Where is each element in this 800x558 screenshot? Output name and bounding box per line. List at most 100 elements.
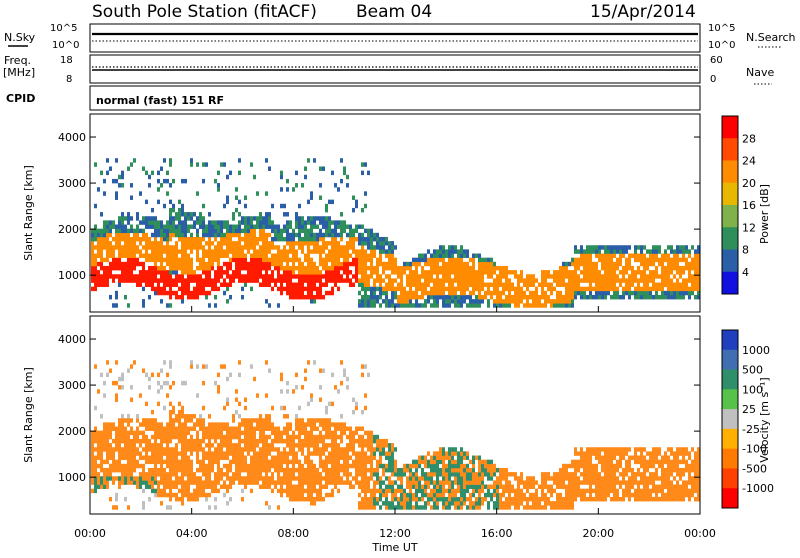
power-echo-cell [406, 303, 409, 307]
velocity-echo-cell [436, 501, 439, 505]
power-echo-cell [598, 283, 601, 287]
velocity-echo-cell [160, 501, 163, 505]
velocity-echo-cell [418, 456, 421, 460]
power-echo-cell [259, 258, 262, 262]
velocity-echo-cell [199, 476, 202, 480]
power-echo-cell [211, 225, 214, 229]
power-echo-cell [211, 266, 214, 270]
power-echo-cell [661, 291, 664, 295]
power-echo-cell [148, 183, 151, 187]
velocity-echo-cell [376, 435, 379, 439]
velocity-echo-cell [217, 431, 220, 435]
velocity-echo-cell [130, 439, 133, 443]
power-echo-cell [223, 270, 226, 274]
power-echo-cell [202, 254, 205, 258]
power-echo-cell [610, 249, 613, 253]
velocity-echo-cell [292, 451, 295, 455]
velocity-echo-cell [376, 468, 379, 472]
velocity-echo-cell [256, 472, 259, 476]
velocity-echo-cell [274, 435, 277, 439]
power-echo-cell [649, 249, 652, 253]
velocity-echo-cell [466, 480, 469, 484]
power-echo-cell [589, 266, 592, 270]
velocity-echo-cell [244, 485, 247, 489]
velocity-echo-cell [268, 468, 271, 472]
velocity-echo-cell [568, 493, 571, 497]
velocity-echo-cell [460, 489, 463, 493]
velocity-echo-cell [376, 443, 379, 447]
power-echo-cell [559, 303, 562, 307]
velocity-echo-cell [106, 468, 109, 472]
power-echo-cell [340, 229, 343, 233]
power-echo-cell [226, 254, 229, 258]
power-echo-cell [301, 241, 304, 245]
velocity-echo-cell [427, 485, 430, 489]
power-echo-cell [115, 303, 118, 307]
power-echo-cell [445, 249, 448, 253]
power-echo-cell [643, 245, 646, 249]
velocity-echo-cell [220, 447, 223, 451]
power-echo-cell [205, 270, 208, 274]
power-echo-cell [478, 295, 481, 299]
velocity-echo-cell [136, 447, 139, 451]
velocity-echo-cell [448, 468, 451, 472]
power-echo-cell [235, 254, 238, 258]
power-echo-cell [262, 225, 265, 229]
velocity-echo-cell [160, 427, 163, 431]
power-echo-cell [256, 266, 259, 270]
velocity-echo-cell [226, 489, 229, 493]
power-echo-cell [400, 303, 403, 307]
colorbar-tick-label: 4 [742, 266, 749, 279]
power-echo-cell [100, 262, 103, 266]
power-echo-cell [580, 270, 583, 274]
velocity-echo-cell [298, 435, 301, 439]
power-echo-cell [268, 166, 271, 170]
velocity-echo-cell [394, 472, 397, 476]
power-echo-cell [97, 241, 100, 245]
power-echo-cell [418, 258, 421, 262]
power-echo-cell [97, 283, 100, 287]
velocity-echo-cell [97, 480, 100, 484]
power-echo-cell [175, 295, 178, 299]
power-echo-cell [265, 191, 268, 195]
power-echo-cell [106, 229, 109, 233]
velocity-echo-cell [292, 485, 295, 489]
velocity-echo-cell [181, 468, 184, 472]
velocity-echo-cell [304, 377, 307, 381]
power-echo-cell [286, 212, 289, 216]
velocity-echo-cell [502, 493, 505, 497]
velocity-echo-cell [172, 472, 175, 476]
power-echo-cell [595, 295, 598, 299]
power-echo-cell [211, 220, 214, 224]
velocity-echo-cell [481, 485, 484, 489]
velocity-echo-cell [301, 418, 304, 422]
velocity-echo-cell [223, 456, 226, 460]
power-echo-cell [379, 241, 382, 245]
power-echo-cell [442, 274, 445, 278]
colorbar-block [722, 138, 738, 161]
power-echo-cell [178, 278, 181, 282]
velocity-echo-cell [472, 480, 475, 484]
velocity-echo-cell [214, 381, 217, 385]
power-echo-cell [340, 220, 343, 224]
power-echo-cell [211, 287, 214, 291]
velocity-echo-cell [166, 443, 169, 447]
power-echo-cell [610, 262, 613, 266]
power-echo-cell [121, 229, 124, 233]
velocity-echo-cell [280, 468, 283, 472]
velocity-echo-cell [340, 468, 343, 472]
velocity-echo-cell [442, 460, 445, 464]
power-echo-cell [157, 229, 160, 233]
power-echo-cell [394, 270, 397, 274]
velocity-echo-cell [244, 422, 247, 426]
power-echo-cell [349, 237, 352, 241]
velocity-echo-cell [301, 447, 304, 451]
power-echo-cell [673, 274, 676, 278]
power-echo-cell [526, 283, 529, 287]
power-echo-cell [427, 295, 430, 299]
power-echo-cell [358, 303, 361, 307]
power-echo-cell [319, 295, 322, 299]
velocity-echo-cell [364, 493, 367, 497]
velocity-echo-cell [136, 464, 139, 468]
velocity-echo-cell [373, 472, 376, 476]
